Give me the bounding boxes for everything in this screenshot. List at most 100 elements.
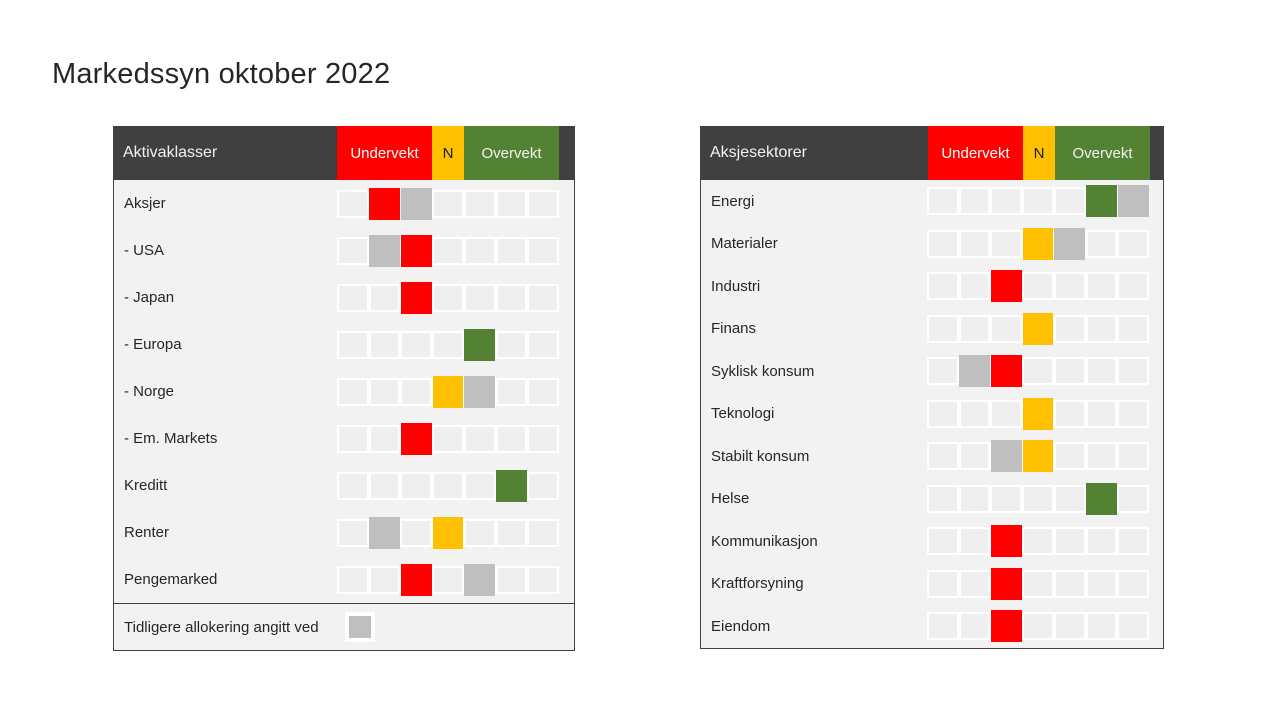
allocation-cell-yellow: [1022, 397, 1054, 430]
allocation-cell-gray: [463, 563, 496, 596]
allocation-strip: [927, 312, 1150, 345]
legend-neutral: N: [432, 126, 464, 180]
allocation-cell-empty: [400, 377, 433, 406]
allocation-cell-red: [990, 610, 1023, 643]
allocation-cell-empty: [1053, 357, 1086, 386]
allocation-cell-empty: [337, 189, 369, 218]
table-row: Helse: [701, 478, 1163, 521]
aksjesektorer-table: Aksjesektorer Undervekt N Overvekt Energ…: [700, 126, 1164, 649]
aksjesektorer-frame: Energi Materialer Industri Finans Syklisk ko…: [700, 180, 1164, 649]
row-label: Helse: [711, 490, 750, 508]
allocation-cell-empty: [463, 283, 496, 312]
allocation-cell-empty: [990, 399, 1023, 428]
allocation-marker-red: [990, 525, 1022, 558]
allocation-marker-gray: [369, 234, 400, 267]
allocation-cell-green: [463, 328, 496, 361]
allocation-cell-empty: [463, 471, 496, 500]
previous-allocation-swatch: [348, 616, 371, 638]
allocation-strip: [337, 234, 560, 267]
allocation-cell-empty: [527, 518, 560, 547]
allocation-cell-empty: [527, 377, 560, 406]
row-label: - Japan: [124, 289, 175, 306]
table-row: Kraftforsyning: [701, 563, 1163, 606]
table-row: - Japan: [114, 274, 574, 321]
allocation-cell-empty: [927, 569, 959, 598]
allocation-marker-yellow: [1022, 440, 1054, 473]
allocation-cell-empty: [337, 424, 369, 453]
allocation-marker-red: [400, 422, 432, 455]
allocation-marker-red: [400, 563, 432, 596]
allocation-strip: [927, 440, 1150, 473]
allocation-marker-gray: [990, 440, 1022, 473]
allocation-cell-empty: [1117, 442, 1150, 471]
row-label: Syklisk konsum: [711, 362, 815, 380]
row-label: - Europa: [124, 336, 182, 353]
table-row: Energi: [701, 180, 1163, 223]
allocation-cell-empty: [1085, 569, 1118, 598]
allocation-cell-red: [990, 567, 1023, 600]
allocation-cell-empty: [1022, 272, 1054, 301]
allocation-marker-green: [464, 328, 496, 361]
allocation-cell-empty: [958, 442, 991, 471]
table-row: Aksjer: [114, 180, 574, 227]
allocation-cell-empty: [432, 471, 464, 500]
allocation-cell-green: [495, 469, 528, 502]
allocation-cell-empty: [927, 442, 959, 471]
allocation-cell-red: [990, 270, 1023, 303]
row-label: Eiendom: [711, 617, 771, 635]
allocation-cell-empty: [927, 314, 959, 343]
allocation-cell-empty: [337, 565, 369, 594]
aktivaklasser-header: Aktivaklasser Undervekt N Overvekt: [113, 126, 575, 180]
allocation-cell-empty: [337, 330, 369, 359]
allocation-cell-gray: [463, 375, 496, 408]
allocation-strip: [927, 227, 1150, 260]
allocation-cell-empty: [927, 399, 959, 428]
allocation-cell-empty: [1117, 527, 1150, 556]
table-row: - Europa: [114, 321, 574, 368]
table-footer: Tidligere allokering angitt ved: [114, 603, 574, 650]
allocation-strip: [337, 563, 560, 596]
allocation-marker-gray: [1117, 185, 1149, 218]
allocation-cell-empty: [1053, 314, 1086, 343]
allocation-cell-yellow: [1022, 312, 1054, 345]
legend-undervekt: Undervekt: [337, 126, 432, 180]
row-label: Materialer: [711, 235, 778, 253]
allocation-cell-gray: [368, 516, 401, 549]
allocation-cell-empty: [463, 189, 496, 218]
allocation-cell-empty: [958, 229, 991, 258]
allocation-cell-empty: [1117, 272, 1150, 301]
allocation-cell-empty: [400, 471, 433, 500]
allocation-strip: [927, 397, 1150, 430]
table-row: Kommunikasjon: [701, 520, 1163, 563]
allocation-strip: [337, 422, 560, 455]
allocation-cell-empty: [990, 314, 1023, 343]
allocation-cell-empty: [1085, 229, 1118, 258]
allocation-cell-empty: [958, 187, 991, 216]
legend-neutral: N: [1023, 126, 1055, 180]
allocation-cell-gray: [400, 187, 433, 220]
legend-blocks: Undervekt N Overvekt: [928, 126, 1150, 180]
allocation-cell-yellow: [1022, 440, 1054, 473]
allocation-cell-empty: [958, 272, 991, 301]
allocation-cell-empty: [927, 187, 959, 216]
allocation-cell-empty: [368, 330, 401, 359]
allocation-cell-empty: [337, 377, 369, 406]
row-label: Energi: [711, 192, 755, 210]
allocation-marker-gray: [959, 355, 990, 388]
allocation-cell-empty: [400, 330, 433, 359]
allocation-cell-empty: [1117, 314, 1150, 343]
footer-label: Tidligere allokering angitt ved: [124, 618, 319, 636]
allocation-cell-empty: [527, 283, 560, 312]
row-label: Stabilt konsum: [711, 447, 810, 465]
allocation-cell-red: [400, 234, 433, 267]
legend-overvekt: Overvekt: [1055, 126, 1150, 180]
aktivaklasser-table: Aktivaklasser Undervekt N Overvekt Aksje…: [113, 126, 575, 651]
allocation-cell-empty: [1022, 569, 1054, 598]
allocation-cell-empty: [1117, 484, 1150, 513]
allocation-cell-empty: [1085, 399, 1118, 428]
allocation-strip: [337, 187, 560, 220]
row-label: - USA: [124, 242, 165, 259]
allocation-marker-red: [369, 187, 400, 220]
table-row: Pengemarked: [114, 556, 574, 603]
table-row: Renter: [114, 509, 574, 556]
